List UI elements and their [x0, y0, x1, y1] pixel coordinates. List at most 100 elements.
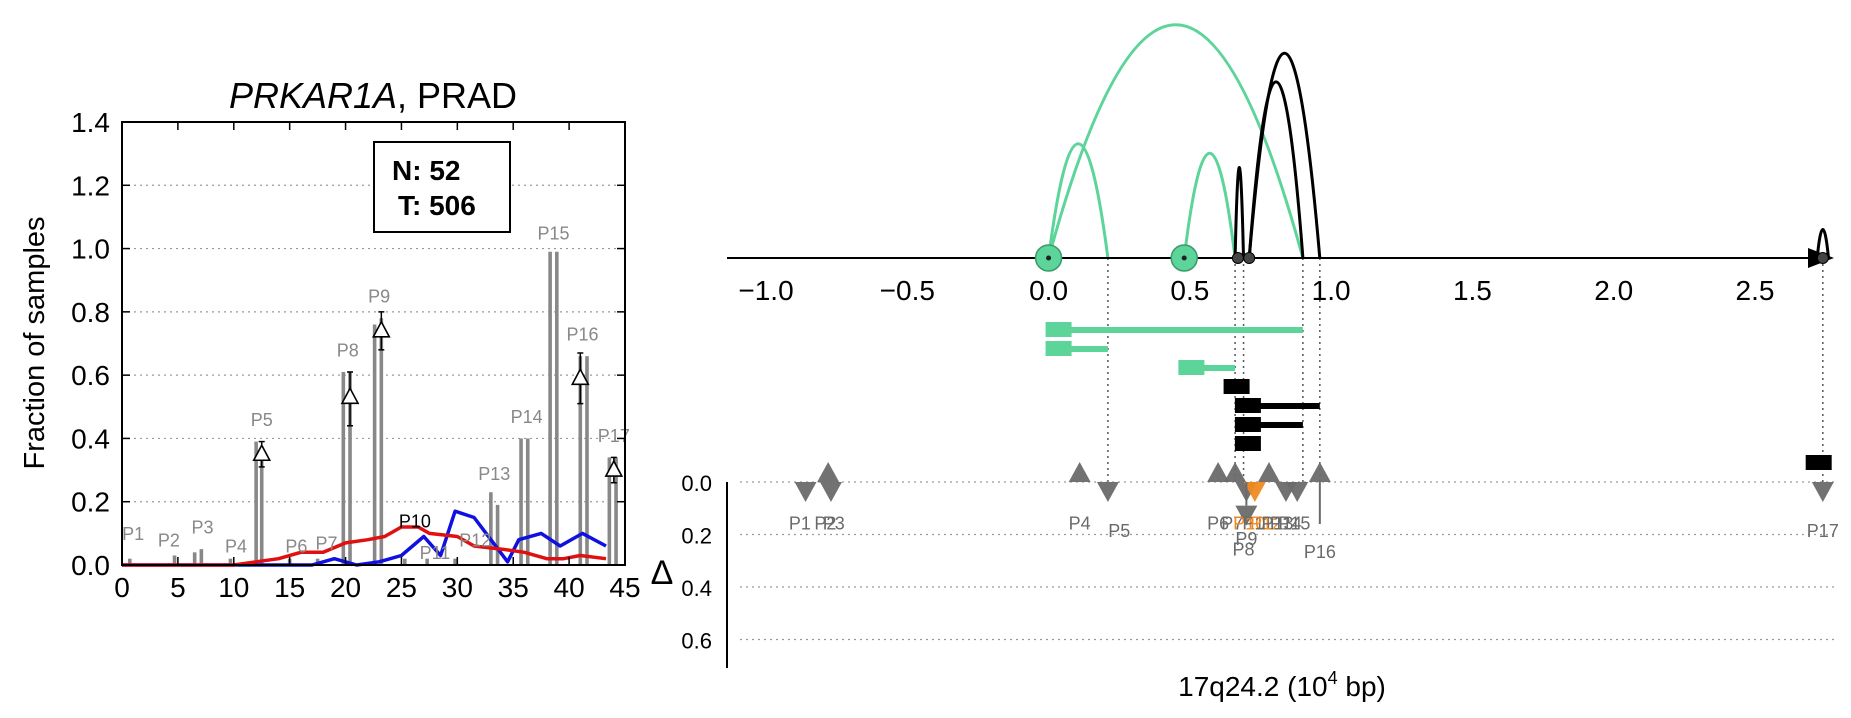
left-markers — [252, 311, 624, 484]
loop-arc — [1815, 228, 1830, 259]
delta-triangle-label: P13 — [1261, 513, 1293, 533]
delta-tick-label: 0.6 — [681, 629, 712, 654]
bar — [402, 558, 407, 565]
xlabel-main: 17q24.2 (10 — [1178, 671, 1327, 702]
bar-label: P11 — [420, 543, 451, 563]
bar-label: P1 — [122, 524, 144, 544]
x-tick-label: 20 — [330, 572, 361, 603]
delta-triangle — [817, 462, 840, 482]
delta-triangle-label: P8 — [1233, 540, 1255, 560]
bar-label: P10 — [399, 511, 431, 531]
triangle-marker — [371, 320, 391, 338]
delta-triangle-label: P4 — [1069, 513, 1091, 533]
bar — [341, 371, 346, 565]
bar — [555, 251, 559, 565]
delta-triangle — [1811, 482, 1834, 502]
bar-label: P4 — [225, 537, 247, 557]
delta-triangle-label: P1 — [789, 513, 811, 533]
right-x-axis-label: 17q24.2 (104 bp) — [1178, 668, 1386, 702]
bar-label: P7 — [316, 534, 338, 554]
anchor-dot — [1243, 252, 1256, 264]
bar-label: P13 — [478, 464, 510, 484]
legend-frame — [373, 141, 511, 233]
delta-triangle — [1068, 462, 1091, 482]
loop-arc — [1247, 51, 1322, 259]
triangle-marker — [340, 386, 360, 405]
delta-triangle — [1243, 482, 1266, 502]
legend-t: T: 506 — [398, 190, 476, 221]
bar — [425, 558, 429, 565]
delta-triangle-label: P2 — [814, 513, 836, 533]
delta-triangle-label: P5 — [1108, 521, 1130, 541]
bar — [228, 558, 233, 565]
left-bar-labels: P1 P2 P3 P4 P5 P6 P7 P8 P9 P10 P11 P12 P13 P14 P15 P16 P… — [122, 223, 630, 563]
legend-box: N: 52 T: 506 — [373, 141, 511, 233]
y-tick-label: 0.6 — [71, 360, 110, 391]
delta-triangle-label: P12 — [1250, 513, 1282, 533]
bar — [348, 371, 352, 565]
delta-triangle — [1235, 505, 1258, 526]
y-tick-label: 0.4 — [71, 423, 110, 454]
title-rest: , PRAD — [397, 75, 517, 116]
bar — [585, 356, 589, 565]
left-y-axis-label: Fraction of samples — [19, 216, 51, 469]
right-x-ticks: −1.0 −0.5 0.0 0.5 1.0 1.5 2.0 2.5 — [738, 275, 1774, 306]
bar-label: P15 — [537, 223, 569, 243]
legend-n: N: 52 — [392, 155, 460, 186]
x-tick-label: 10 — [218, 572, 249, 603]
bar-label: P17 — [598, 426, 630, 446]
bar — [495, 504, 500, 565]
right-transcripts — [1045, 322, 1832, 470]
delta-axis-label: Δ — [651, 554, 674, 592]
bar — [548, 251, 552, 565]
loop-arc — [1182, 151, 1237, 259]
bar — [578, 356, 583, 565]
transcript-head — [1234, 417, 1261, 432]
left-x-ticks: 0 5 10 15 20 25 30 35 40 45 — [114, 122, 641, 603]
delta-triangle-label: P10 — [1233, 513, 1265, 533]
x-tick-label: 1.0 — [1312, 275, 1351, 306]
bar — [525, 438, 530, 565]
bar — [259, 457, 264, 565]
x-tick-label: −0.5 — [880, 275, 935, 306]
triangle-marker — [252, 443, 272, 462]
transcript-head — [1045, 322, 1072, 337]
bar — [254, 441, 258, 565]
loop-arc — [1233, 166, 1245, 259]
chart-title: PRKAR1A, PRAD — [229, 75, 517, 116]
x-tick-label: 15 — [274, 572, 305, 603]
bar-label: P3 — [191, 518, 213, 538]
delta-triangle — [1207, 462, 1230, 482]
x-tick-label: 25 — [386, 572, 417, 603]
bar — [372, 324, 377, 565]
delta-triangles — [794, 462, 1834, 526]
delta-triangle — [819, 482, 842, 502]
bar-label: P16 — [567, 325, 599, 345]
bar-label: P12 — [459, 530, 491, 550]
delta-tick-label: 0.4 — [681, 576, 712, 601]
series-line — [122, 525, 607, 567]
delta-gridlines — [740, 481, 1834, 641]
delta-triangle — [794, 482, 817, 502]
x-tick-label: 0.5 — [1170, 275, 1209, 306]
bar — [489, 492, 493, 565]
bar — [199, 549, 204, 565]
triangle-marker — [570, 367, 590, 386]
left-plot-frame — [121, 121, 626, 566]
delta-triangle-label: P11 — [1242, 513, 1273, 533]
bar-label: P9 — [368, 287, 390, 307]
delta-triangle — [1286, 482, 1309, 502]
anchor-dot — [1816, 252, 1829, 264]
delta-triangle — [1224, 462, 1247, 482]
delta-y-ticks: 0.0 0.2 0.4 0.6 — [681, 471, 712, 654]
x-tick-label: 45 — [609, 572, 640, 603]
bar — [379, 318, 384, 565]
right-guide-lines — [1107, 258, 1824, 486]
transcript-head — [1805, 455, 1832, 470]
bar-label: P5 — [251, 410, 273, 430]
x-tick-label: 0.0 — [1029, 275, 1068, 306]
delta-triangle-label: P15 — [1278, 513, 1310, 533]
